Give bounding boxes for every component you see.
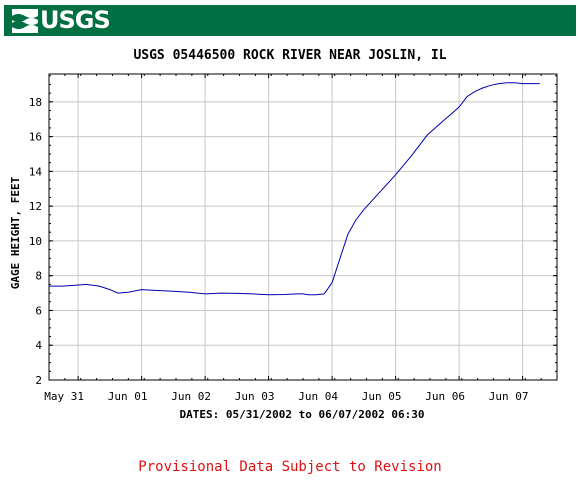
usgs-wave-icon bbox=[12, 8, 38, 33]
x-tick-label: Jun 06 bbox=[425, 390, 465, 403]
gage-height-chart: 2 4 6 8 10 12 14 16 18 May 31 Jun 01 Jun 02 Jun 03 J… bbox=[9, 73, 558, 421]
usgs-banner: USGS bbox=[4, 5, 576, 36]
y-tick-label: 2 bbox=[35, 374, 42, 387]
usgs-logo-text: USGS bbox=[40, 6, 111, 34]
usgs-logo[interactable]: USGS bbox=[12, 6, 111, 34]
x-tick-label: May 31 bbox=[44, 390, 84, 403]
y-tick-label: 8 bbox=[35, 270, 42, 283]
y-tick-label: 16 bbox=[29, 131, 42, 144]
x-tick-label: Jun 03 bbox=[235, 390, 275, 403]
chart-title: USGS 05446500 ROCK RIVER NEAR JOSLIN, IL bbox=[133, 48, 447, 63]
y-axis-label: GAGE HEIGHT, FEET bbox=[9, 176, 22, 289]
axis-ticks bbox=[48, 74, 558, 381]
x-tick-label: Jun 02 bbox=[171, 390, 211, 403]
x-tick-labels: May 31 Jun 01 Jun 02 Jun 03 Jun 04 Jun 05 Jun … bbox=[44, 390, 528, 403]
plot-frame bbox=[48, 73, 558, 381]
x-axis-label: DATES: 05/31/2002 to 06/07/2002 06:30 bbox=[179, 408, 424, 421]
y-tick-labels: 2 4 6 8 10 12 14 16 18 bbox=[29, 96, 43, 387]
y-tick-label: 6 bbox=[35, 304, 42, 317]
y-tick-label: 18 bbox=[29, 96, 42, 109]
provisional-data-note: Provisional Data Subject to Revision bbox=[138, 459, 442, 475]
x-tick-label: Jun 05 bbox=[362, 390, 402, 403]
x-tick-label: Jun 07 bbox=[489, 390, 529, 403]
y-tick-label: 14 bbox=[29, 165, 43, 178]
gage-height-series-line bbox=[49, 82, 540, 296]
x-tick-label: Jun 04 bbox=[298, 390, 338, 403]
y-tick-label: 12 bbox=[29, 200, 42, 213]
chart-grid bbox=[49, 74, 557, 381]
y-tick-label: 10 bbox=[29, 235, 42, 248]
x-tick-label: Jun 01 bbox=[108, 390, 148, 403]
y-tick-label: 4 bbox=[35, 339, 42, 352]
